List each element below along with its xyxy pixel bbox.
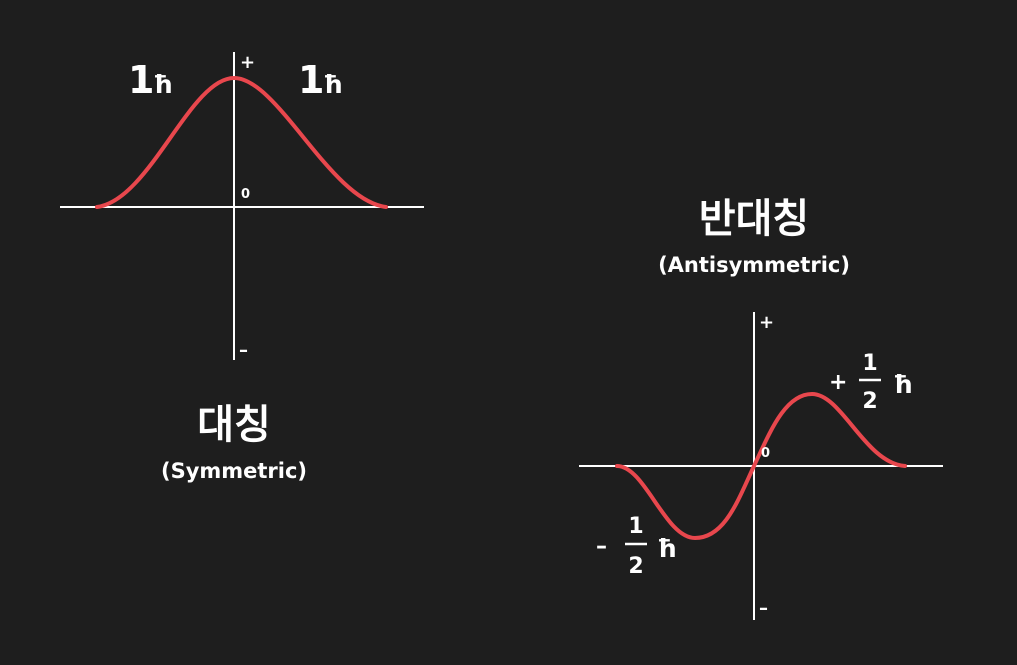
symmetric-minus-sign: – — [239, 340, 248, 361]
antisymmetric-curve — [615, 392, 907, 540]
hbar-symbol: ħ — [657, 534, 677, 563]
antisymmetric-subtitle: (Antisymmetric) — [658, 253, 850, 277]
symmetric-subtitle: (Symmetric) — [161, 459, 307, 483]
symmetric-origin-label: 0 — [241, 187, 250, 202]
antisymmetric-origin-label: 0 — [761, 446, 770, 461]
symmetric-right-number: 1 — [298, 58, 324, 102]
hbar-symbol: ħ — [323, 70, 343, 99]
hbar-symbol: ħ — [893, 370, 913, 399]
hbar-symbol: ħ — [153, 70, 173, 99]
symmetric-title: 대칭 — [197, 402, 271, 448]
peak-denominator: 2 — [862, 389, 877, 414]
trough-denominator: 2 — [628, 554, 643, 579]
symmetric-right-amplitude-label: 1 ħ — [298, 58, 343, 102]
peak-numerator: 1 — [862, 351, 877, 376]
symmetric-plus-sign: + — [240, 52, 255, 73]
antisymmetric-plus-sign: + — [759, 312, 774, 333]
antisymmetric-title: 반대칭 — [699, 196, 809, 242]
antisymmetric-panel: 반대칭 (Antisymmetric) + – 0 + 1 2 ħ – 1 2 … — [579, 196, 943, 620]
peak-sign: + — [829, 370, 847, 395]
antisymmetric-peak-label: + 1 2 ħ — [829, 351, 913, 414]
antisymmetric-trough-label: – 1 2 ħ — [596, 514, 677, 579]
trough-sign: – — [596, 534, 607, 559]
symmetric-left-amplitude-label: 1 ħ — [128, 58, 173, 102]
symmetric-panel: + – 0 1 ħ 1 ħ 대칭 (Symmetric) — [60, 52, 424, 483]
symmetric-left-number: 1 — [128, 58, 154, 102]
symmetric-curve — [95, 76, 388, 209]
trough-numerator: 1 — [628, 514, 643, 539]
antisymmetric-minus-sign: – — [759, 598, 768, 619]
